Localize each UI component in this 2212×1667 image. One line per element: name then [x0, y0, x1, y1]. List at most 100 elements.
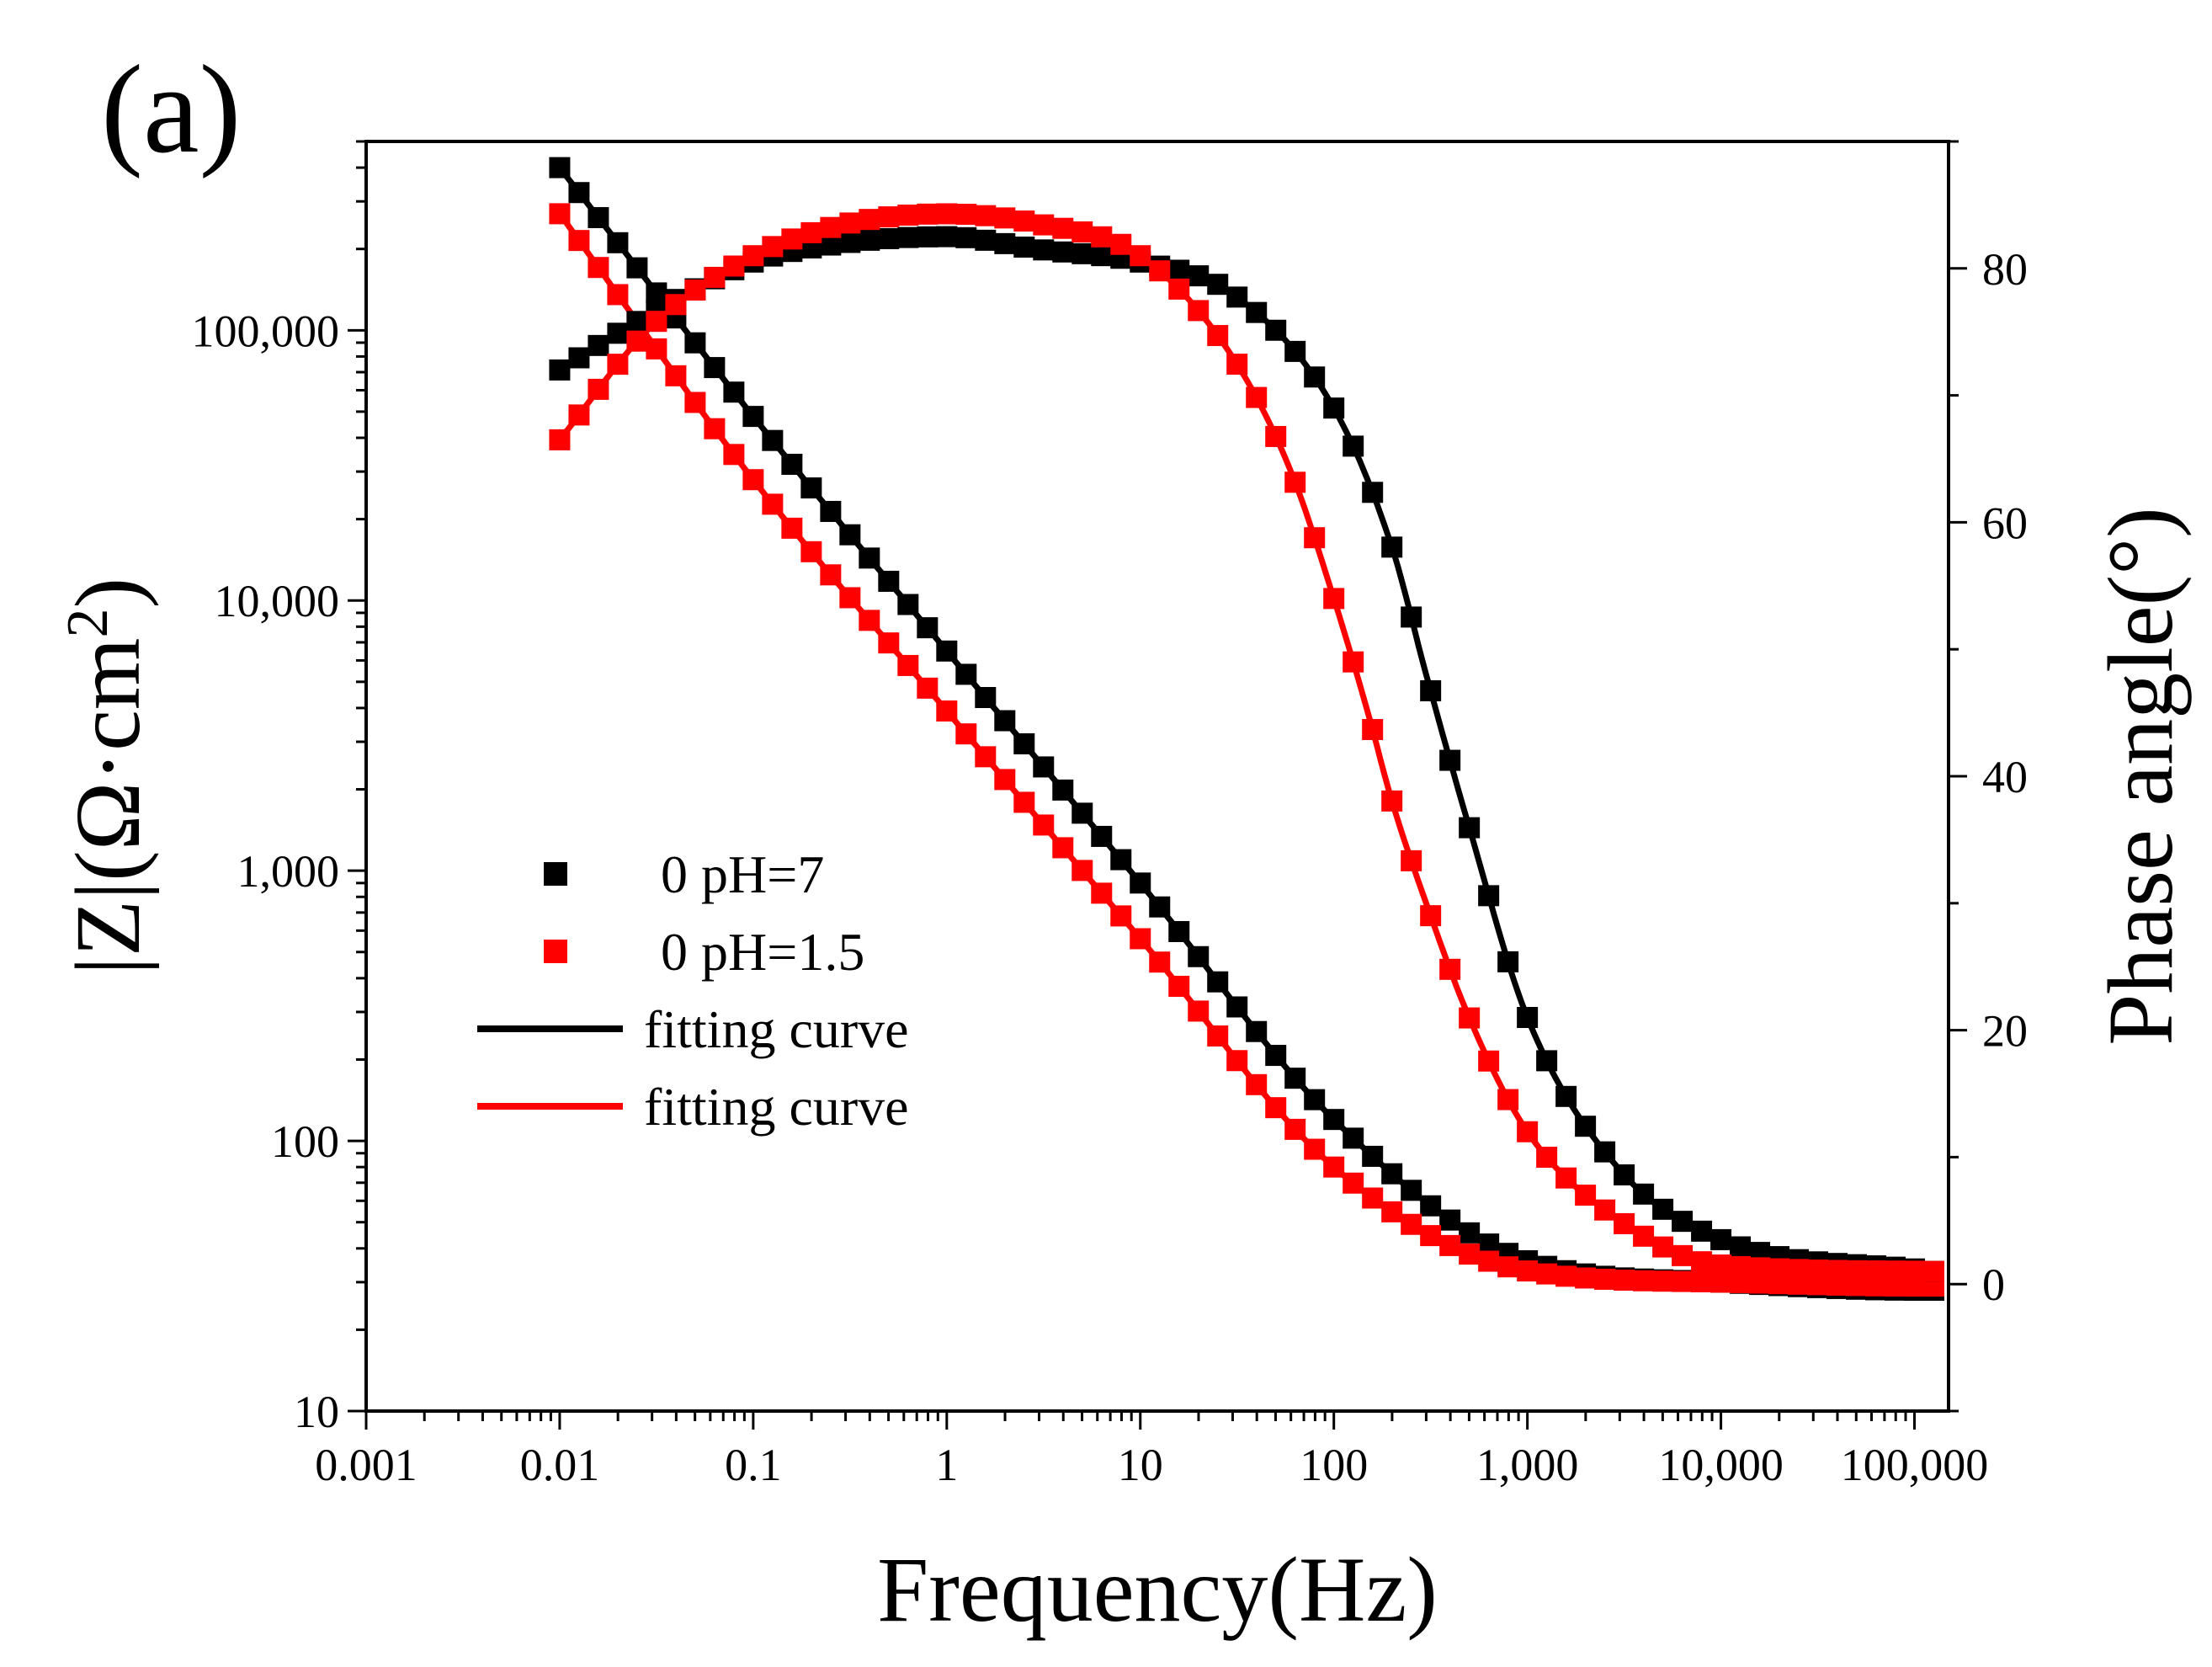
marker-0-ph-1-5-z- [897, 654, 919, 676]
plot-frame [364, 140, 1950, 1413]
marker-0-ph-7-z- [800, 477, 822, 499]
marker-0-ph-7-phase [1420, 679, 1442, 701]
marker-0-ph-1-5-z- [1013, 791, 1035, 813]
marker-0-ph-1-5-phase [1401, 849, 1422, 871]
marker-0-ph-7-z- [1265, 1045, 1287, 1067]
marker-0-ph-7-phase [859, 229, 880, 251]
marker-0-ph-1-5-z- [1033, 814, 1055, 836]
legend-label: fitting curve [644, 1077, 909, 1137]
marker-0-ph-1-5-phase [742, 245, 764, 267]
marker-0-ph-1-5-z- [1575, 1267, 1597, 1289]
marker-0-ph-7-phase [917, 226, 939, 248]
marker-0-ph-7-z- [1401, 1180, 1422, 1201]
marker-0-ph-7-phase [1381, 536, 1403, 558]
marker-0-ph-7-phase [1652, 1198, 1674, 1220]
y-left-title-sup: 2 [56, 609, 120, 638]
marker-0-ph-7-z- [1149, 896, 1171, 918]
marker-0-ph-1-5-phase [1885, 1260, 1906, 1282]
marker-0-ph-1-5-phase [859, 209, 880, 231]
marker-0-ph-1-5-phase [1614, 1212, 1635, 1234]
marker-0-ph-1-5-z- [1594, 1268, 1616, 1290]
x-tick-label: 0.001 [315, 1440, 417, 1490]
marker-0-ph-1-5-z- [1381, 1201, 1403, 1222]
marker-0-ph-7-z- [955, 663, 977, 685]
marker-0-ph-7-z- [1246, 1020, 1268, 1042]
y-right-tick-label: 80 [1982, 244, 2028, 295]
marker-0-ph-1-5-z- [1265, 1097, 1287, 1119]
x-tick-label: 10 [1118, 1440, 1163, 1490]
marker-0-ph-1-5-z- [1188, 1000, 1210, 1022]
marker-0-ph-1-5-phase [1517, 1121, 1539, 1142]
y-left-tick-label: 100 [271, 1116, 339, 1167]
marker-0-ph-7-phase [1091, 245, 1113, 267]
marker-0-ph-1-5-z- [1246, 1073, 1268, 1095]
legend-label: fitting curve [644, 999, 909, 1059]
marker-0-ph-1-5-phase [1826, 1260, 1848, 1281]
marker-0-ph-1-5-phase [1130, 245, 1151, 267]
marker-0-ph-1-5-phase [1110, 233, 1132, 255]
y-right-tick-label: 60 [1982, 498, 2028, 548]
marker-0-ph-1-5-phase [1188, 300, 1210, 322]
marker-0-ph-7-phase [955, 226, 977, 248]
marker-0-ph-1-5-phase [626, 330, 648, 352]
marker-0-ph-1-5-phase [1768, 1258, 1790, 1280]
marker-0-ph-1-5-z- [1420, 1225, 1442, 1247]
marker-0-ph-7-z- [1343, 1127, 1364, 1149]
marker-0-ph-7-phase [1188, 265, 1210, 287]
marker-0-ph-1-5-z- [1130, 928, 1151, 950]
x-tick-label: 100,000 [1841, 1440, 1989, 1490]
marker-0-ph-1-5-z- [859, 610, 880, 631]
marker-0-ph-7-z- [1226, 996, 1248, 1018]
marker-0-ph-7-z- [1033, 756, 1055, 778]
marker-0-ph-1-5-z- [549, 203, 571, 225]
marker-0-ph-7-z- [1110, 849, 1132, 871]
marker-0-ph-1-5-z- [607, 284, 629, 306]
marker-0-ph-1-5-phase [568, 404, 590, 426]
marker-0-ph-1-5-z- [742, 469, 764, 491]
marker-0-ph-7-z- [1459, 1222, 1481, 1244]
marker-0-ph-7-z- [549, 157, 571, 178]
marker-0-ph-1-5-z- [1110, 905, 1132, 927]
marker-0-ph-1-5-phase [820, 216, 842, 238]
marker-0-ph-1-5-phase [1168, 278, 1190, 300]
marker-0-ph-1-5-phase [1691, 1251, 1713, 1273]
marker-0-ph-1-5-phase [1013, 210, 1035, 232]
marker-0-ph-1-5-z- [1091, 882, 1113, 904]
marker-0-ph-1-5-phase [549, 429, 571, 450]
y-left-title-close: ) [56, 578, 159, 609]
marker-0-ph-1-5-z- [568, 230, 590, 252]
marker-0-ph-1-5-phase [1923, 1260, 1945, 1282]
marker-0-ph-1-5-phase [665, 294, 687, 316]
marker-0-ph-7-phase [1691, 1220, 1713, 1242]
marker-0-ph-1-5-phase [1497, 1089, 1519, 1110]
marker-0-ph-7-z- [762, 429, 784, 451]
marker-0-ph-7-z- [588, 206, 609, 228]
marker-0-ph-1-5-phase [1284, 471, 1306, 493]
marker-0-ph-1-5-phase [917, 203, 939, 225]
marker-0-ph-1-5-z- [1323, 1156, 1345, 1178]
marker-0-ph-7-phase [1207, 274, 1229, 296]
y-left-axis-title: |Z|(Ω·cm2) [56, 578, 160, 975]
marker-0-ph-7-z- [936, 640, 958, 662]
x-tick-label: 1,000 [1476, 1440, 1579, 1490]
marker-0-ph-7-z- [1420, 1195, 1442, 1217]
marker-0-ph-1-5-phase [839, 212, 861, 234]
marker-0-ph-1-5-z- [1343, 1172, 1364, 1194]
marker-0-ph-7-z- [1207, 971, 1229, 993]
marker-0-ph-7-z- [723, 381, 745, 403]
marker-0-ph-7-phase [1168, 259, 1190, 281]
y-left-tick-label: 100,000 [192, 306, 340, 356]
marker-0-ph-7-phase [1594, 1141, 1616, 1163]
marker-0-ph-1-5-z- [1226, 1050, 1248, 1072]
marker-0-ph-7-z- [897, 594, 919, 615]
marker-0-ph-7-z- [781, 453, 803, 475]
marker-0-ph-1-5-phase [994, 207, 1016, 229]
marker-0-ph-7-z- [1284, 1068, 1306, 1089]
marker-0-ph-1-5-z- [1459, 1244, 1481, 1265]
marker-0-ph-1-5-phase [1536, 1147, 1558, 1169]
marker-0-ph-7-phase [1517, 1007, 1539, 1029]
marker-0-ph-7-z- [1130, 872, 1151, 894]
y-left-tick-label: 1,000 [237, 846, 340, 897]
x-axis-title: Frequency(Hz) [877, 1538, 1438, 1641]
